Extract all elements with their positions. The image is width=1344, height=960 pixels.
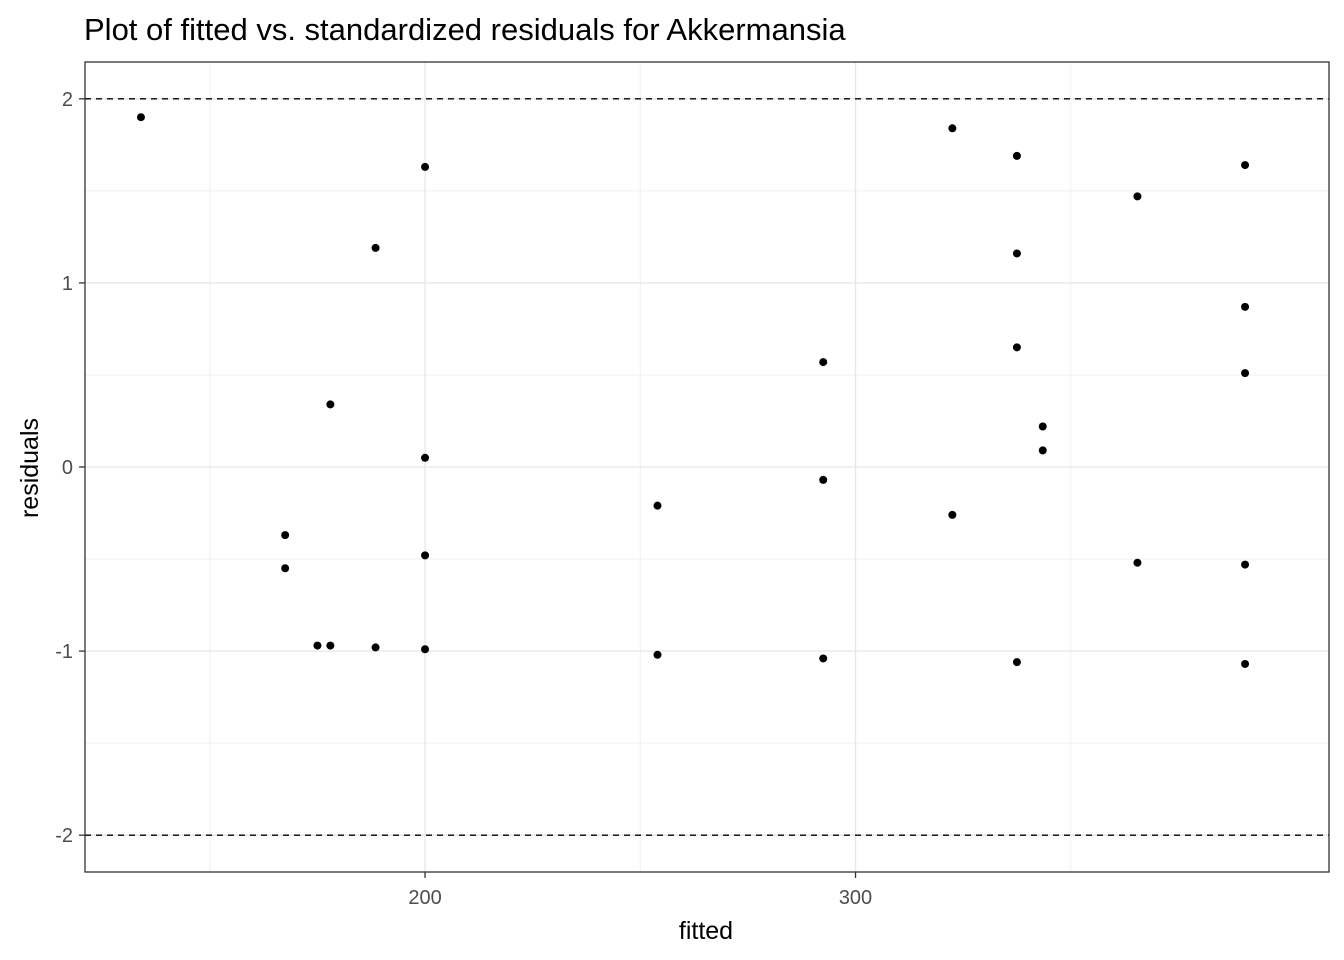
data-point: [1133, 192, 1142, 201]
data-point: [1012, 658, 1021, 667]
data-point: [421, 453, 430, 462]
data-point: [371, 643, 380, 652]
data-points: [136, 113, 1250, 668]
data-point: [371, 243, 380, 252]
minor-gridlines: [85, 62, 1329, 872]
data-point: [819, 654, 828, 663]
y-axis-label: residuals: [16, 418, 44, 518]
y-tick-label: -2: [55, 825, 73, 847]
data-point: [819, 358, 828, 367]
data-point: [1012, 249, 1021, 258]
data-point: [281, 531, 290, 540]
chart-title: Plot of fitted vs. standardized residual…: [84, 12, 846, 47]
data-point: [1133, 558, 1142, 567]
data-point: [653, 501, 662, 510]
y-tick-label: 0: [62, 457, 73, 479]
data-point: [326, 400, 335, 409]
data-point: [1241, 369, 1250, 378]
data-point: [421, 162, 430, 171]
y-axis: -2 -1 0 1 2: [55, 89, 85, 847]
data-point: [1241, 302, 1250, 311]
data-point: [653, 650, 662, 659]
data-point: [313, 641, 322, 650]
data-point: [1038, 446, 1047, 455]
reference-lines: [85, 98, 1329, 836]
data-point: [326, 641, 335, 650]
data-point: [1038, 422, 1047, 431]
data-point: [1012, 151, 1021, 160]
data-point: [136, 113, 145, 122]
x-tick-label: 300: [839, 887, 872, 909]
data-point: [1012, 343, 1021, 352]
y-tick-label: 2: [62, 89, 73, 111]
data-point: [819, 475, 828, 484]
data-point: [281, 564, 290, 573]
y-tick-label: -1: [55, 641, 73, 663]
data-point: [1241, 161, 1250, 170]
data-point: [1241, 659, 1250, 668]
data-point: [1241, 560, 1250, 569]
y-tick-label: 1: [62, 273, 73, 295]
x-tick-label: 200: [408, 887, 441, 909]
data-point: [948, 510, 957, 519]
data-point: [421, 645, 430, 654]
data-point: [948, 124, 957, 133]
x-axis-label: fitted: [679, 917, 733, 945]
data-point: [421, 551, 430, 560]
x-axis: 200 300: [408, 872, 872, 909]
